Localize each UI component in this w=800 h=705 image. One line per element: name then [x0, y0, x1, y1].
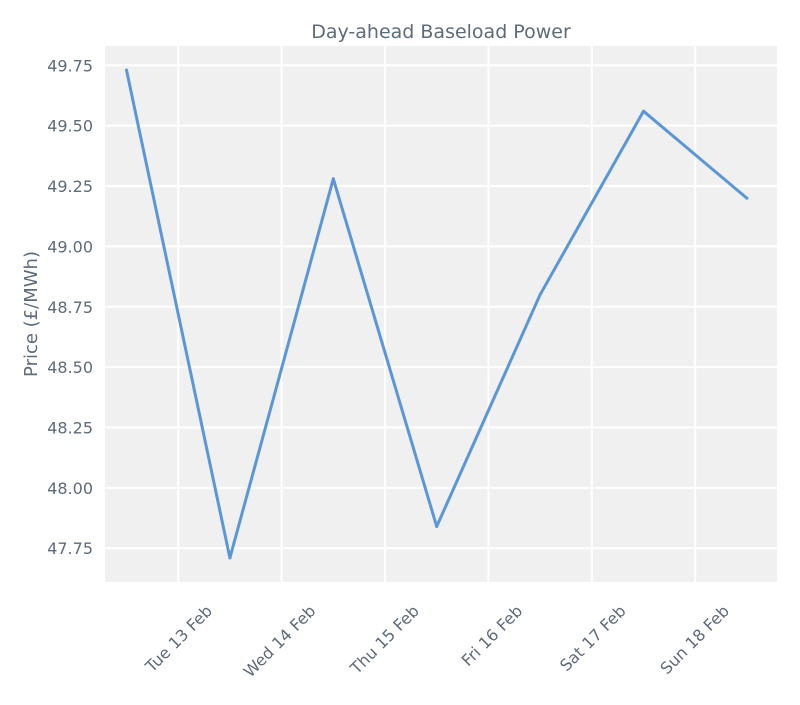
data-point: [538, 293, 542, 297]
y-tick-label: 47.75: [47, 539, 93, 558]
y-tick-label: 48.75: [47, 298, 93, 317]
y-axis-label: Price (£/MWh): [21, 251, 42, 377]
x-tick-label: Tue 13 Feb: [141, 601, 216, 676]
y-tick-label: 49.50: [47, 117, 93, 136]
y-tick-label: 48.25: [47, 418, 93, 437]
x-tick-labels: Tue 13 Feb Wed 14 Feb Thu 15 Feb Fri 16 Feb…: [141, 601, 733, 681]
data-point: [331, 177, 335, 181]
y-tick-labels: 47.75 48.00 48.25 48.50 48.75 49.00 49.25 49.50…: [47, 56, 93, 558]
chart-title: Day-ahead Baseload Power: [311, 21, 571, 43]
data-point: [228, 556, 232, 560]
data-point: [435, 524, 439, 528]
x-tick-label: Wed 14 Feb: [240, 601, 320, 681]
data-point: [125, 68, 129, 72]
x-tick-label: Sun 18 Feb: [656, 601, 733, 678]
y-tick-label: 49.25: [47, 177, 93, 196]
x-tick-label: Sat 17 Feb: [556, 601, 630, 675]
x-tick-label: Fri 16 Feb: [458, 601, 527, 670]
data-point: [745, 196, 749, 200]
y-tick-label: 48.50: [47, 358, 93, 377]
y-tick-label: 48.00: [47, 479, 93, 498]
x-tick-label: Thu 15 Feb: [346, 601, 423, 678]
series-group: [125, 68, 749, 560]
data-point: [641, 109, 645, 113]
y-tick-label: 49.00: [47, 237, 93, 256]
y-tick-label: 49.75: [47, 56, 93, 75]
